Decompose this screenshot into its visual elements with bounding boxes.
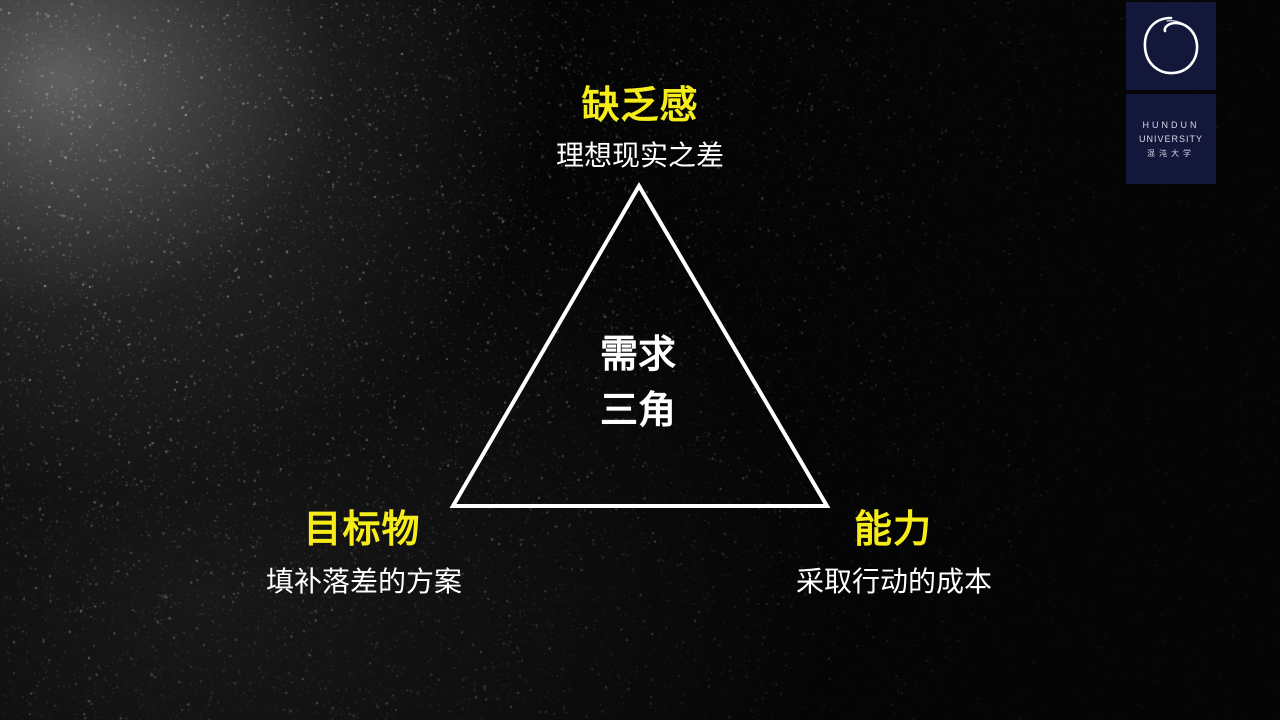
left-node-subtitle: 填补落差的方案	[265, 565, 462, 598]
hundun-university-logo: HUNDUN UNIVERSITY 混沌大学	[1126, 2, 1216, 184]
right-node-title: 能力	[853, 507, 932, 551]
right-node-subtitle: 采取行动的成本	[795, 565, 992, 598]
triangle-shape	[449, 182, 831, 508]
ring-icon	[1143, 16, 1199, 75]
logo-text-hundun: HUNDUN	[1142, 119, 1200, 130]
logo-text-university: UNIVERSITY	[1138, 133, 1203, 144]
logo-text-block: HUNDUN UNIVERSITY 混沌大学	[1126, 94, 1216, 184]
top-node-subtitle: 理想现实之差	[555, 139, 724, 172]
top-node-title: 缺乏感	[581, 83, 699, 127]
logo-text-chinese: 混沌大学	[1147, 148, 1195, 158]
triangle-center-label: 需求 三角	[560, 326, 716, 438]
center-label-line1: 需求	[599, 332, 676, 376]
logo-mark	[1126, 2, 1216, 90]
left-node-title: 目标物	[303, 507, 421, 551]
center-label-line2: 三角	[599, 388, 676, 432]
